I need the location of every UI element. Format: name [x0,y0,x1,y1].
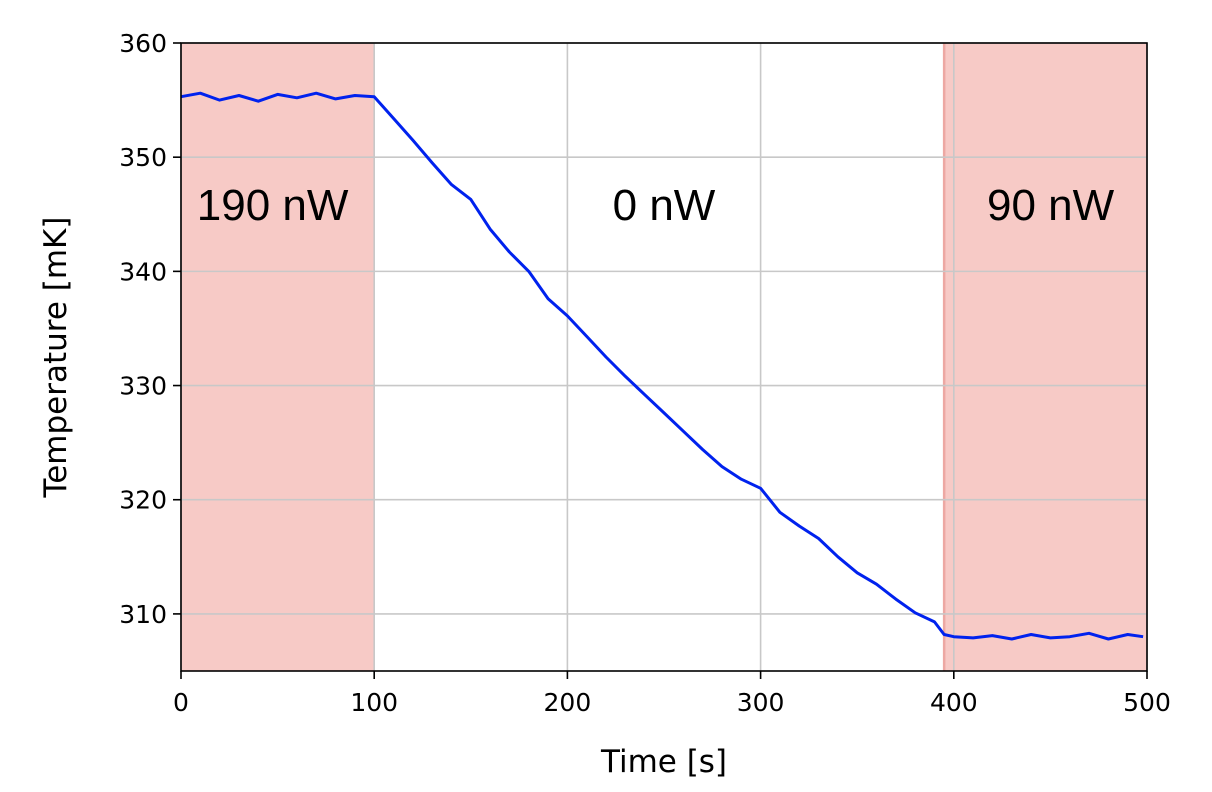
region-label-0: 190 nW [197,181,349,230]
power-region-shading [181,43,1147,671]
temperature-series [180,91,1144,641]
y-tick-label: 350 [119,143,167,172]
y-tick-label: 340 [119,257,167,286]
x-tick-label: 0 [173,688,189,717]
y-tick-label: 310 [119,600,167,629]
plot-border [180,42,1148,672]
temperature-line [180,91,1144,641]
y-tick-label: 320 [119,486,167,515]
x-tick-label: 400 [930,688,978,717]
x-tick-label: 300 [737,688,785,717]
shaded-region-2 [944,43,1147,671]
shaded-region-0 [181,43,375,671]
x-axis-label: Time [s] [600,744,727,780]
tick-marks-and-labels: 0 100 200 300 400 500 310 320 330 340 350 360 [119,29,1171,717]
power-annotations: 190 nW 0 nW 90 nW [197,181,1115,230]
x-tick-label: 500 [1123,688,1171,717]
region-label-2: 90 nW [987,181,1115,230]
axes-frame [180,42,1148,672]
x-tick-label: 200 [544,688,592,717]
y-tick-label: 360 [119,29,167,58]
y-axis-label: Temperature [mK] [38,217,74,499]
y-tick-label: 330 [119,372,167,401]
x-tick-label: 100 [350,688,398,717]
region-label-1: 0 nW [613,181,716,230]
